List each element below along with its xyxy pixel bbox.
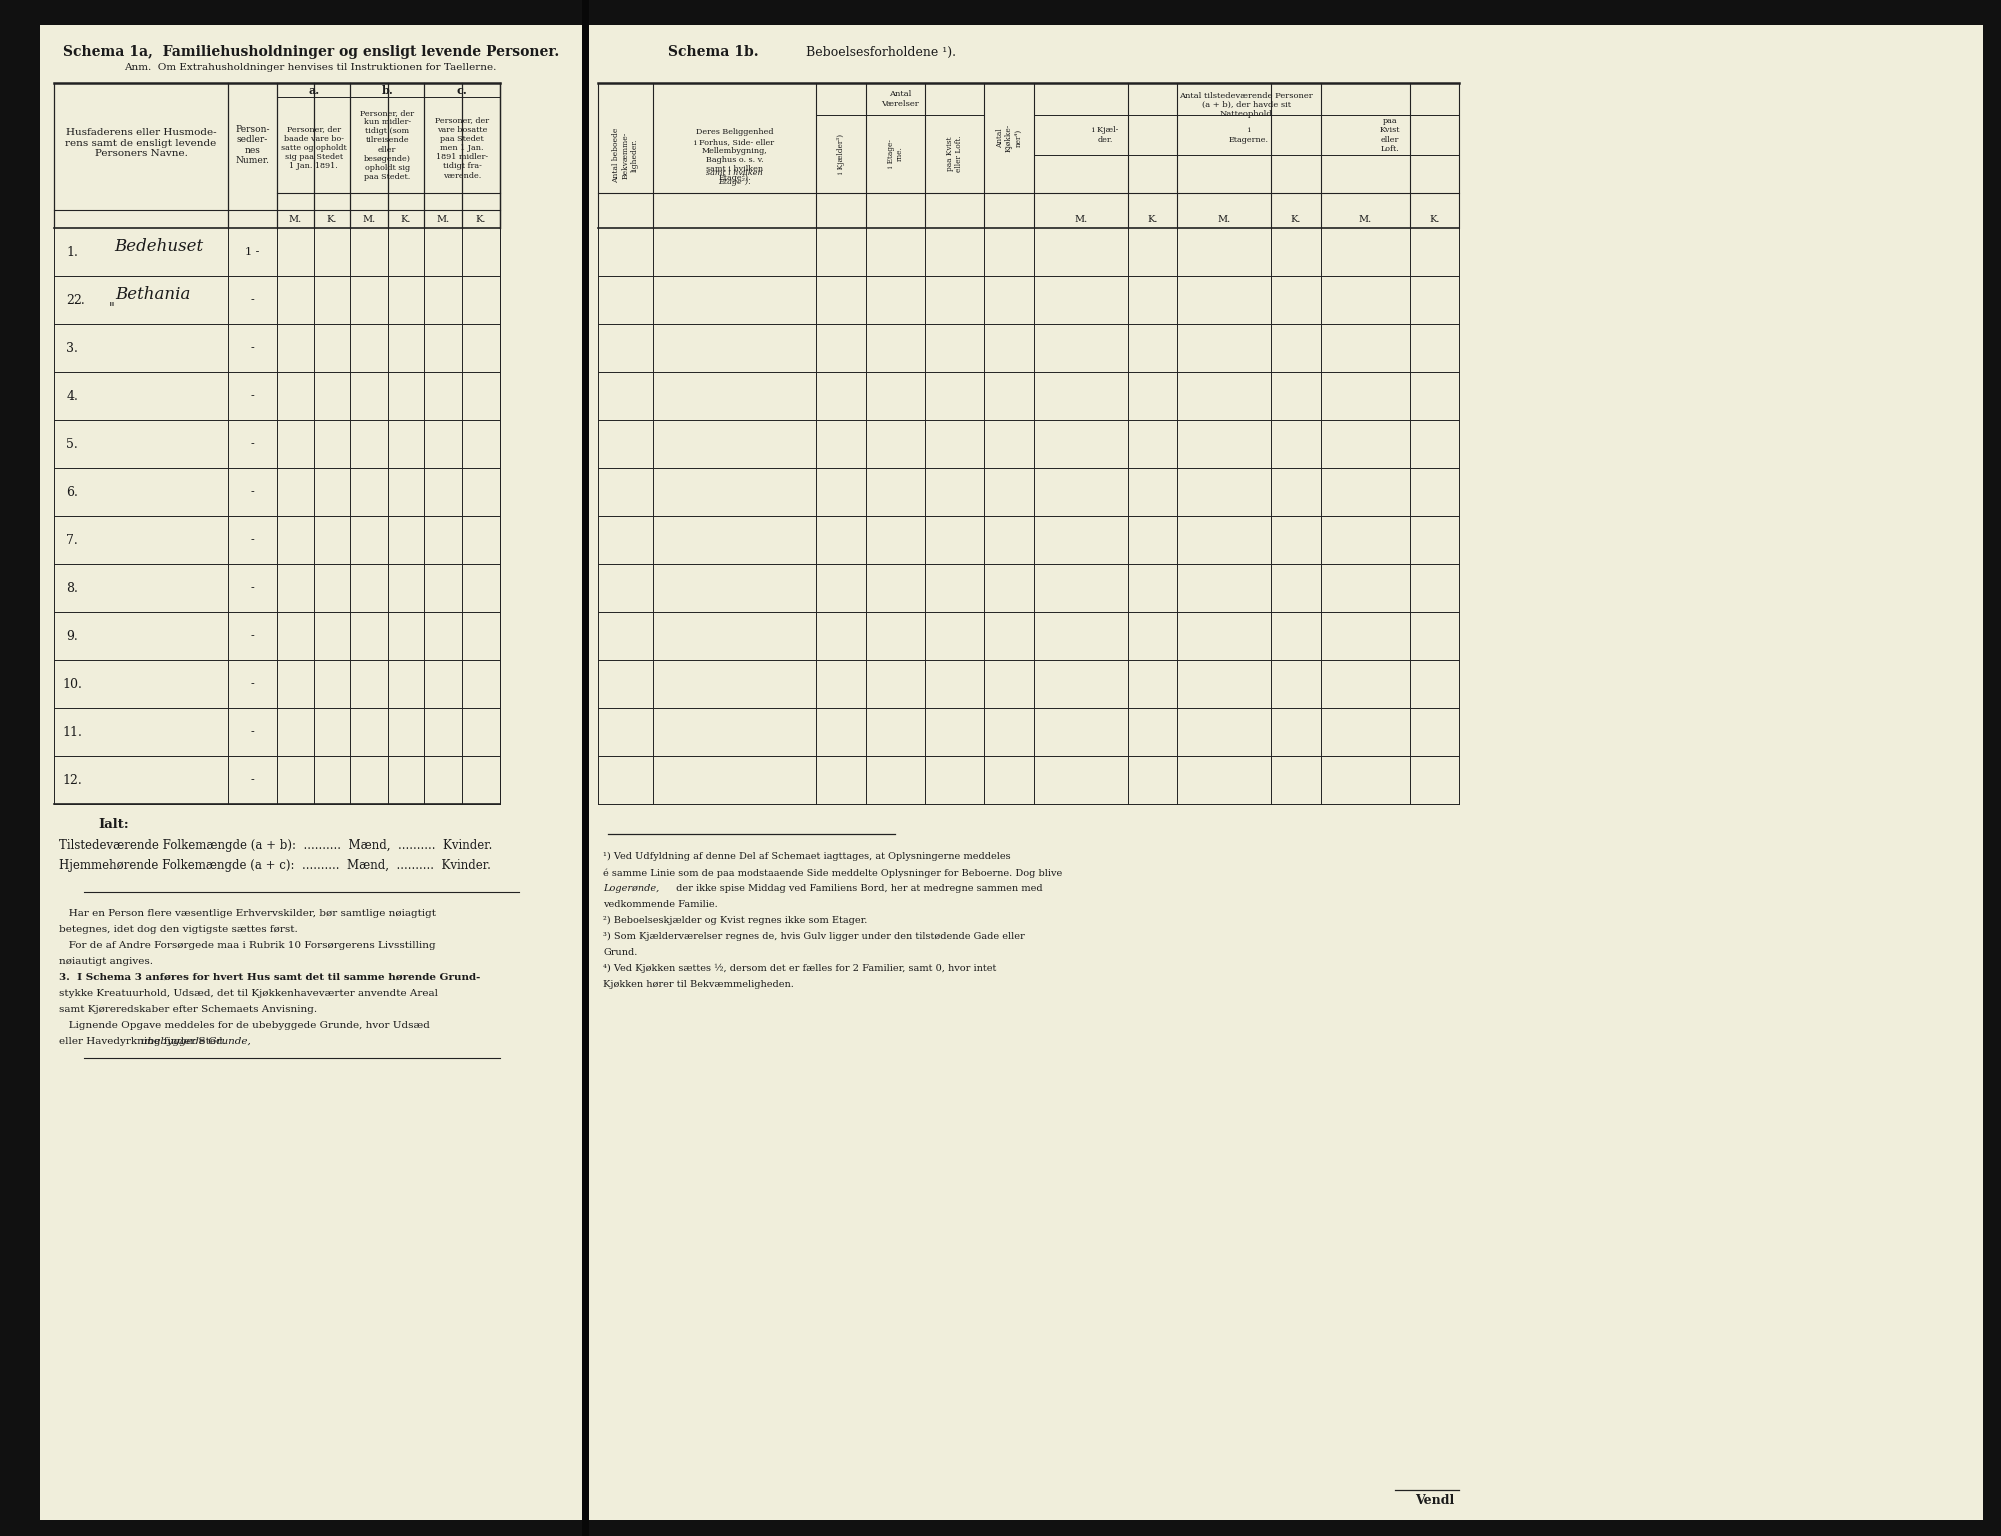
Text: K.: K.	[1291, 215, 1301, 224]
Text: ¹) Ved Udfyldning af denne Del af Schemaet iagttages, at Oplysningerne meddeles: ¹) Ved Udfyldning af denne Del af Schema…	[604, 852, 1011, 862]
Text: M.: M.	[362, 215, 376, 224]
Text: 5.: 5.	[66, 438, 78, 450]
Text: K.: K.	[326, 215, 336, 224]
Text: Lignende Opgave meddeles for de ubebyggede Grunde, hvor Udsæd: Lignende Opgave meddeles for de ubebygge…	[60, 1021, 430, 1031]
Text: i
Etagerne.: i Etagerne.	[1229, 126, 1269, 143]
Text: i Etage-
rne.: i Etage- rne.	[886, 140, 904, 169]
Text: Antal tilstedeværende Personer
(a + b), der havde sit
Natteophold: Antal tilstedeværende Personer (a + b), …	[1179, 92, 1313, 118]
Text: nøiautigt angives.: nøiautigt angives.	[60, 957, 154, 966]
Text: samt i hvilken
Etage²).: samt i hvilken Etage²).	[706, 169, 762, 186]
Text: a.: a.	[308, 86, 320, 97]
Text: vedkommende Familie.: vedkommende Familie.	[604, 900, 718, 909]
Text: Beboelsesforholdene ¹).: Beboelsesforholdene ¹).	[806, 46, 956, 58]
Text: 3.  I Schema 3 anføres for hvert Hus samt det til samme hørende Grund-: 3. I Schema 3 anføres for hvert Hus samt…	[60, 972, 480, 982]
Text: M.: M.	[1075, 215, 1087, 224]
Text: 3.: 3.	[66, 341, 78, 355]
Text: 11.: 11.	[62, 725, 82, 739]
Text: Antal beboede
Bekvæmme-
ligheder.: Antal beboede Bekvæmme- ligheder.	[612, 127, 638, 183]
Text: Schema 1a,  Familiehusholdninger og ensligt levende Personer.: Schema 1a, Familiehusholdninger og ensli…	[62, 45, 558, 58]
Text: Personer, der
baade vare bo-
satte og opholdt
sig paa Stedet
1 Jan. 1891.: Personer, der baade vare bo- satte og op…	[280, 126, 346, 170]
Text: der ikke spise Middag ved Familiens Bord, her at medregne sammen med: der ikke spise Middag ved Familiens Bord…	[672, 885, 1043, 892]
Text: i Kjæl-
der.: i Kjæl- der.	[1093, 126, 1119, 143]
Text: Vendl: Vendl	[1415, 1493, 1455, 1507]
Text: stykke Kreatuurhold, Udsæd, det til Kjøkkenhaveværter anvendte Areal: stykke Kreatuurhold, Udsæd, det til Kjøk…	[60, 989, 438, 998]
Text: Hjemmehørende Folkemængde (a + c):  ..........  Mænd,  ..........  Kvinder.: Hjemmehørende Folkemængde (a + c): .....…	[60, 860, 492, 872]
Text: M.: M.	[436, 215, 450, 224]
Text: Har en Person flere væsentlige Erhvervskilder, bør samtlige nøiagtigt: Har en Person flere væsentlige Erhvervsk…	[60, 909, 436, 919]
Text: 1 -: 1 -	[244, 247, 260, 257]
Text: Person-
sedler-
nes
Numer.: Person- sedler- nes Numer.	[234, 124, 270, 164]
Text: paa Kvist
eller Loft.: paa Kvist eller Loft.	[946, 135, 962, 172]
Text: 8.: 8.	[66, 582, 78, 594]
Text: -: -	[250, 439, 254, 449]
Text: For de af Andre Forsørgede maa i Rubrik 10 Forsørgerens Livsstilling: For de af Andre Forsørgede maa i Rubrik …	[60, 942, 436, 949]
Text: M.: M.	[1217, 215, 1231, 224]
Text: -: -	[250, 631, 254, 641]
Text: -: -	[250, 392, 254, 401]
Text: eller Havedyrkning finder Sted.: eller Havedyrkning finder Sted.	[60, 1037, 226, 1046]
Text: 9.: 9.	[66, 630, 78, 642]
Text: 6.: 6.	[66, 485, 78, 499]
Text: K.: K.	[1429, 215, 1439, 224]
Text: -: -	[250, 295, 254, 306]
Text: Bethania: Bethania	[116, 286, 190, 303]
Bar	[582, 0, 588, 1536]
Text: ": "	[108, 301, 114, 315]
Text: 10.: 10.	[62, 677, 82, 691]
Text: ⁴) Ved Kjøkken sættes ½, dersom det er fælles for 2 Familier, samt 0, hvor intet: ⁴) Ved Kjøkken sættes ½, dersom det er f…	[604, 965, 996, 974]
Text: -: -	[250, 727, 254, 737]
Text: K.: K.	[400, 215, 412, 224]
Text: Personer, der
vare bosatte
paa Stedet
men 1 Jan.
1891 midler-
tidigt fra-
værend: Personer, der vare bosatte paa Stedet me…	[434, 117, 488, 180]
Text: i Kjælder³): i Kjælder³)	[836, 134, 844, 174]
Text: Antal
Værelser: Antal Værelser	[880, 91, 918, 108]
Text: 1.: 1.	[66, 246, 78, 258]
Text: ²) Beboelseskjælder og Kvist regnes ikke som Etager.: ²) Beboelseskjælder og Kvist regnes ikke…	[604, 915, 868, 925]
Text: betegnes, idet dog den vigtigste sættes først.: betegnes, idet dog den vigtigste sættes …	[60, 925, 298, 934]
Text: b.: b.	[382, 86, 392, 97]
Text: Tilstedeværende Folkemængde (a + b):  ..........  Mænd,  ..........  Kvinder.: Tilstedeværende Folkemængde (a + b): ...…	[60, 840, 492, 852]
Bar	[588, 25, 1983, 1521]
Text: Personer, der
kun midler-
tidigt (som
tilreisende
eller
besøgende)
opholdt sig
p: Personer, der kun midler- tidigt (som ti…	[360, 109, 414, 181]
Text: Antal
Kjøkke-
ner⁴): Antal Kjøkke- ner⁴)	[996, 124, 1023, 152]
Text: ³) Som Kjælderværelser regnes de, hvis Gulv ligger under den tilstødende Gade el: ³) Som Kjælderværelser regnes de, hvis G…	[604, 932, 1025, 942]
Bar	[40, 25, 582, 1521]
Text: 2.: 2.	[66, 293, 78, 307]
Text: -: -	[250, 679, 254, 690]
Text: M.: M.	[288, 215, 302, 224]
Text: 4.: 4.	[66, 390, 78, 402]
Text: Husfaderens eller Husmode-
rens samt de ensligt levende
Personers Navne.: Husfaderens eller Husmode- rens samt de …	[66, 127, 216, 158]
Text: -: -	[250, 776, 254, 785]
Text: Bedehuset: Bedehuset	[114, 238, 202, 255]
Text: K.: K.	[476, 215, 486, 224]
Text: Logerønde,: Logerønde,	[604, 885, 660, 892]
Text: paa
Kvist
eller
Loft.: paa Kvist eller Loft.	[1379, 117, 1401, 152]
Text: -: -	[250, 535, 254, 545]
Text: Kjøkken hører til Bekvæmmeligheden.: Kjøkken hører til Bekvæmmeligheden.	[604, 980, 794, 989]
Text: samt Kjøreredskaber efter Schemaets Anvisning.: samt Kjøreredskaber efter Schemaets Anvi…	[60, 1005, 318, 1014]
Text: -: -	[250, 584, 254, 593]
Text: -: -	[250, 343, 254, 353]
Text: M.: M.	[1359, 215, 1371, 224]
Text: Grund.: Grund.	[604, 948, 638, 957]
Text: Schema 1b.: Schema 1b.	[668, 45, 758, 58]
Text: 12.: 12.	[62, 774, 82, 786]
Text: 7.: 7.	[66, 533, 78, 547]
Text: Ialt:: Ialt:	[98, 817, 130, 831]
Text: Anm.  Om Extrahusholdninger henvises til Instruktionen for Taellerne.: Anm. Om Extrahusholdninger henvises til …	[124, 63, 496, 72]
Text: -: -	[250, 487, 254, 498]
Text: K.: K.	[1147, 215, 1159, 224]
Text: Deres Beliggenhed
i Forhus, Side- eller
Mellembygning,
Baghus o. s. v.
samt i hv: Deres Beliggenhed i Forhus, Side- eller …	[694, 129, 774, 183]
Text: é samme Linie som de paa modstaaende Side meddelte Oplysninger for Beboerne. Dog: é samme Linie som de paa modstaaende Sid…	[604, 868, 1063, 877]
Text: c.: c.	[456, 86, 468, 97]
Text: 2.: 2.	[74, 293, 86, 307]
Text: ubebyggede Grunde,: ubebyggede Grunde,	[140, 1037, 250, 1046]
